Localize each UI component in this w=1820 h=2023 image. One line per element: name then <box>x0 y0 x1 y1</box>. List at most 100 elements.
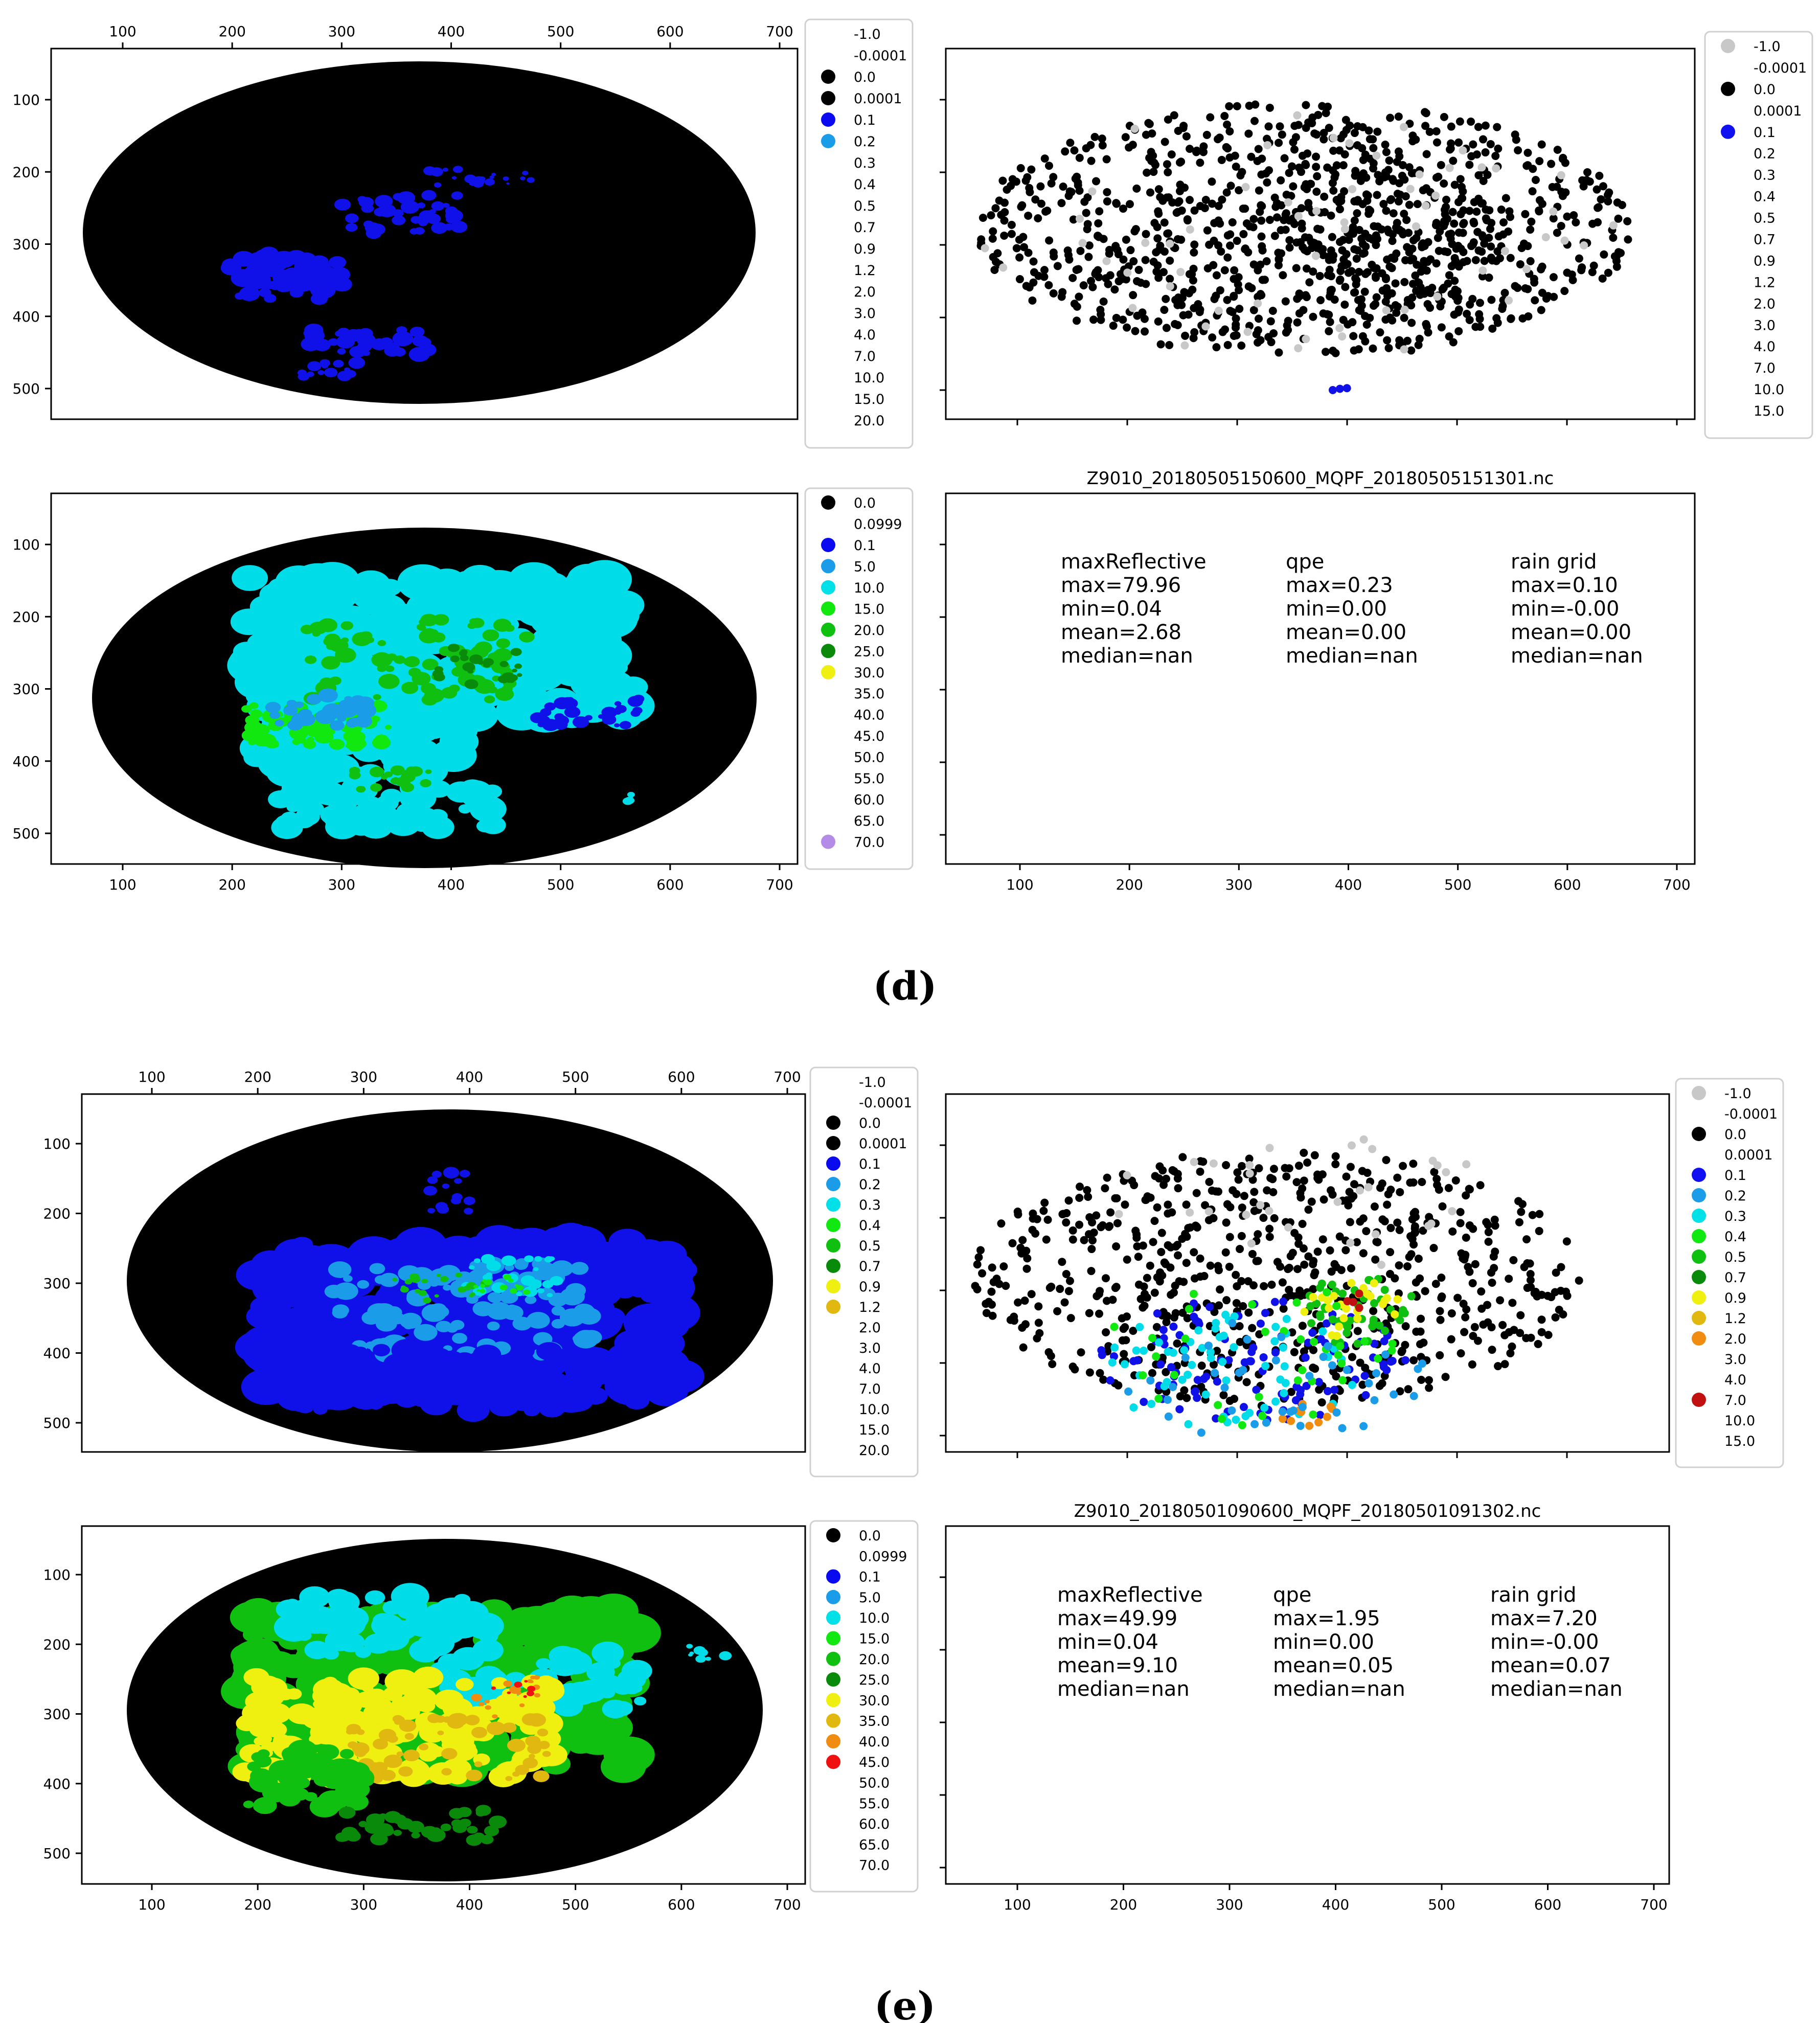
e_gauge-gauge-point <box>1278 1407 1287 1416</box>
d_gauge-gauge-point <box>1167 150 1176 159</box>
d_gauge-gauge-point <box>1348 185 1357 193</box>
e_ref-legend-marker <box>826 1713 840 1728</box>
e_gauge-gauge-point <box>1456 1219 1465 1228</box>
d_gauge-gauge-point <box>1147 156 1156 165</box>
e_gauge-gauge-point <box>1088 1218 1097 1226</box>
e_gauge-gauge-point <box>1484 1237 1493 1246</box>
e_gauge-gauge-point <box>1048 1360 1057 1369</box>
d_gauge-gauge-point <box>1284 198 1292 207</box>
e_gauge-gauge-point <box>1207 1354 1215 1362</box>
d_gauge-gauge-point <box>1342 250 1351 259</box>
d_gauge-gauge-point <box>1440 179 1448 188</box>
e_gauge-gauge-point <box>1197 1382 1205 1391</box>
e_qpe-legend-label: -1.0 <box>859 1075 886 1090</box>
d_gauge-gauge-point <box>1474 194 1483 203</box>
e_ref-legend-label: 70.0 <box>859 1858 890 1874</box>
e_gauge-gauge-point <box>1075 1183 1084 1191</box>
e_gauge-gauge-point <box>1214 1262 1222 1270</box>
e_gauge-gauge-point <box>1436 1307 1444 1315</box>
e_gauge-gauge-point <box>1346 1218 1354 1226</box>
e_gauge-gauge-point <box>1401 1340 1409 1349</box>
d_stats-stat-line: min=0.04 <box>1061 597 1162 621</box>
d_gauge-gauge-point <box>1450 310 1459 319</box>
d_stats-xtick-label: 600 <box>1554 876 1581 893</box>
e_gauge-gauge-point <box>1383 1200 1392 1209</box>
e_gauge-gauge-point <box>1230 1312 1239 1321</box>
e_gauge-gauge-point <box>1281 1379 1290 1388</box>
e_gauge-gauge-point <box>1110 1323 1119 1331</box>
d_gauge-gauge-point <box>1180 341 1189 350</box>
d_gauge-gauge-point <box>1332 195 1341 204</box>
d_gauge-gauge-point <box>1122 275 1130 284</box>
d_gauge-gauge-point <box>1405 200 1414 209</box>
e_ref-legend-marker <box>826 1651 840 1666</box>
d_gauge-gauge-point <box>1314 240 1323 249</box>
e_gauge-gauge-point <box>997 1219 1006 1228</box>
d_gauge-gauge-point <box>1526 257 1535 265</box>
d_gauge-gauge-point <box>1263 141 1272 150</box>
e_gauge-gauge-point <box>1279 1343 1287 1352</box>
d_gauge-gauge-point <box>1247 152 1256 161</box>
e_gauge-gauge-point <box>1034 1319 1043 1327</box>
e_gauge-gauge-point <box>1147 1400 1156 1408</box>
e_gauge-gauge-point <box>1110 1352 1119 1360</box>
d_gauge-gauge-point <box>1049 173 1058 181</box>
d_gauge-gauge-point <box>1277 176 1285 185</box>
d_gauge-gauge-point <box>1173 321 1182 329</box>
d_gauge-gauge-point <box>1388 237 1397 245</box>
d_gauge-gauge-point <box>1382 284 1391 292</box>
e_gauge-gauge-point <box>1311 1365 1320 1373</box>
e_gauge-gauge-point <box>1075 1220 1084 1229</box>
d_gauge-gauge-point <box>1432 173 1441 182</box>
d_gauge-legend-marker <box>1721 124 1735 139</box>
e_gauge-legend-marker <box>1692 1290 1706 1305</box>
d_gauge-gauge-point <box>1141 239 1150 247</box>
e_gauge-gauge-point <box>1344 1201 1353 1210</box>
e_gauge-gauge-point <box>1062 1270 1071 1279</box>
e_gauge-gauge-point <box>1232 1299 1241 1307</box>
d_gauge-gauge-point <box>1176 180 1185 189</box>
e_gauge-gauge-point <box>1328 1280 1336 1289</box>
d_gauge-gauge-point <box>1065 255 1074 264</box>
e_gauge-legend-label: 7.0 <box>1724 1393 1746 1408</box>
d_gauge-gauge-point <box>1481 148 1490 157</box>
d_gauge-gauge-point <box>1353 209 1361 218</box>
e_gauge-gauge-point <box>1411 1208 1420 1216</box>
d_gauge-gauge-point <box>1294 344 1303 353</box>
e_gauge-gauge-point <box>1300 1260 1309 1269</box>
e_gauge-gauge-point <box>1494 1362 1503 1371</box>
e_gauge-gauge-point <box>1395 1225 1404 1234</box>
e_gauge-gauge-point <box>999 1262 1008 1271</box>
d_gauge-gauge-point <box>1302 264 1311 273</box>
d_gauge-gauge-point <box>1379 200 1388 209</box>
e_gauge-gauge-point <box>1338 1376 1347 1384</box>
e_gauge-gauge-point <box>1255 1164 1263 1173</box>
d_gauge-gauge-point <box>1258 202 1266 211</box>
e_gauge-gauge-point <box>1419 1226 1427 1235</box>
d_gauge-gauge-point <box>1488 324 1497 333</box>
e_gauge-gauge-point <box>1258 1412 1267 1420</box>
d_gauge-gauge-point <box>1245 222 1254 231</box>
d_gauge-gauge-point <box>1328 386 1337 395</box>
d_qpe-xtick-label: 400 <box>438 23 465 40</box>
d_gauge-gauge-point <box>1243 328 1252 336</box>
d_qpe-legend-marker <box>821 134 835 148</box>
d_gauge-gauge-point <box>1037 199 1045 208</box>
e_stats-stat-line: max=49.99 <box>1057 1607 1177 1630</box>
e_gauge-gauge-point <box>1353 1339 1362 1348</box>
d_gauge-gauge-point <box>1073 302 1081 311</box>
d_stats-col-header: maxReflective <box>1061 550 1207 574</box>
d_gauge-gauge-point <box>1094 266 1102 275</box>
e_gauge-gauge-point <box>1178 1375 1187 1384</box>
d_gauge-gauge-point <box>1183 215 1192 224</box>
d_gauge-gauge-point <box>1053 262 1062 270</box>
d_gauge-gauge-point <box>1335 205 1344 214</box>
d_gauge-gauge-point <box>1249 260 1258 269</box>
e_qpe-xtick-label: 700 <box>774 1069 801 1085</box>
d_gauge-gauge-point <box>1258 276 1267 284</box>
d_gauge-gauge-point <box>1600 250 1608 259</box>
d_gauge-gauge-point <box>1538 199 1546 208</box>
e_gauge-gauge-point <box>1077 1348 1085 1357</box>
e_gauge-gauge-point <box>1298 1403 1307 1412</box>
e_gauge-gauge-point <box>1378 1379 1386 1388</box>
